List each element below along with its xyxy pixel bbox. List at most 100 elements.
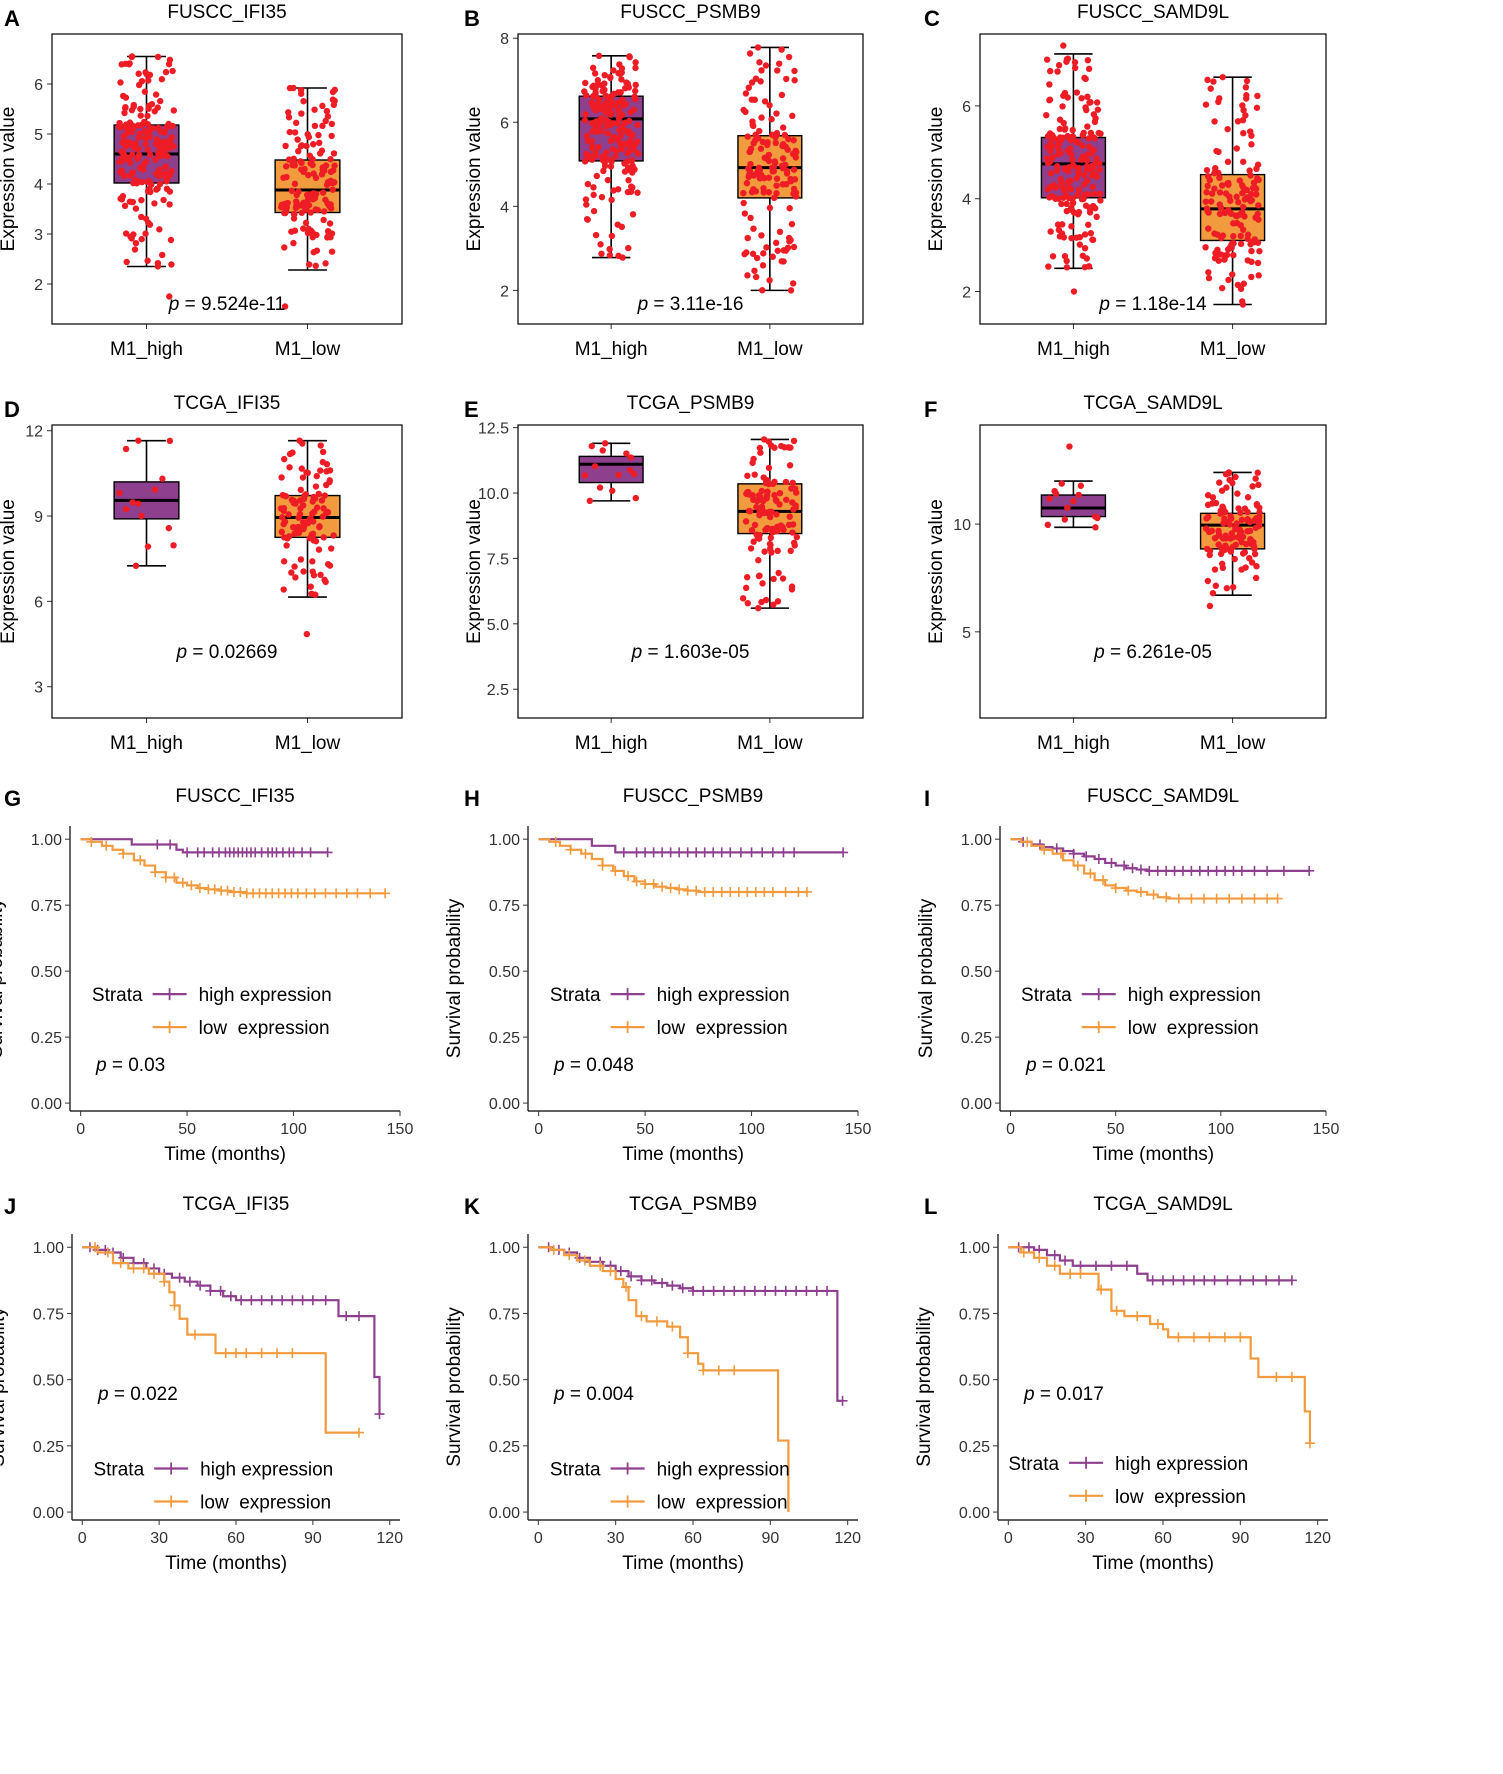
data-point — [791, 77, 798, 84]
censor-mark — [1224, 893, 1235, 904]
data-point — [1092, 115, 1099, 122]
data-point — [1053, 183, 1060, 191]
censor-mark — [118, 1252, 129, 1263]
y-tick-label: 10.0 — [478, 486, 509, 503]
censor-mark — [102, 1247, 113, 1258]
data-point — [621, 160, 628, 167]
data-point — [608, 158, 615, 165]
censor-mark — [307, 1295, 318, 1306]
data-point — [1046, 495, 1053, 502]
data-point — [1081, 231, 1089, 238]
data-point — [283, 542, 290, 549]
data-point — [1055, 142, 1062, 149]
chart-panel-i: I FUSCC_SAMD9L 0.00 0.25 0.50 0.75 1.00 0 50 100 1… — [916, 786, 1339, 1165]
censor-mark — [149, 1268, 159, 1279]
data-point — [331, 162, 338, 169]
data-point — [752, 170, 759, 178]
censor-mark — [1081, 851, 1092, 862]
data-point — [128, 53, 135, 61]
y-tick-label: 2 — [962, 285, 971, 302]
data-point — [786, 462, 794, 469]
data-point — [1044, 143, 1051, 151]
data-point — [787, 178, 795, 185]
censor-mark — [86, 836, 97, 847]
data-point — [122, 94, 130, 101]
censor-mark — [222, 885, 233, 896]
censor-mark — [1148, 889, 1159, 900]
data-point — [1240, 280, 1248, 287]
data-point — [286, 464, 293, 471]
data-point — [761, 548, 768, 555]
data-point — [317, 571, 324, 579]
legend-entry: high expression — [1128, 985, 1261, 1006]
data-point — [779, 155, 787, 162]
chart-panel-b: B FUSCC_PSMB9 Expression value 2 4 6 8 M1_high M… — [464, 2, 864, 360]
data-point — [322, 260, 329, 267]
data-point — [281, 303, 289, 310]
data-point — [1239, 116, 1247, 124]
data-point — [744, 472, 751, 479]
data-point — [309, 558, 316, 565]
data-point — [756, 444, 764, 452]
data-point — [750, 186, 757, 193]
data-point — [152, 156, 159, 164]
censor-mark — [767, 847, 778, 858]
survival-curve-low — [80, 836, 391, 899]
data-point — [118, 167, 125, 174]
p-value: p = 0.02669 — [176, 642, 278, 663]
censor-mark — [169, 1300, 180, 1311]
data-point — [1058, 480, 1065, 487]
data-point — [1242, 564, 1249, 571]
data-point — [1097, 197, 1104, 204]
data-point — [1224, 125, 1231, 133]
data-point — [122, 505, 130, 513]
data-point — [755, 572, 763, 580]
data-point — [581, 472, 589, 479]
data-point — [619, 145, 626, 153]
censor-mark — [1186, 865, 1197, 876]
data-point — [1082, 75, 1089, 83]
x-tick-label: 150 — [387, 1121, 414, 1138]
data-point — [616, 61, 623, 68]
censor-mark — [320, 1295, 331, 1306]
censor-mark — [789, 847, 800, 858]
data-point — [1095, 129, 1102, 137]
data-point — [1256, 504, 1263, 511]
data-point — [1092, 205, 1099, 212]
y-tick-label: 9 — [34, 509, 43, 526]
data-point — [740, 106, 747, 114]
data-point — [752, 131, 759, 139]
censor-mark — [1169, 865, 1180, 876]
data-point — [1075, 186, 1083, 193]
data-point — [1217, 204, 1225, 211]
censor-mark — [729, 1285, 740, 1296]
data-point — [152, 91, 160, 98]
censor-mark — [150, 867, 161, 878]
data-point — [1068, 151, 1075, 158]
data-point — [138, 178, 146, 186]
data-point — [1055, 195, 1062, 202]
censor-mark — [749, 1285, 760, 1296]
data-point — [166, 293, 173, 300]
data-point — [1066, 443, 1073, 450]
p-value: p = 9.524e-11 — [168, 294, 285, 315]
censor-mark — [1034, 839, 1045, 850]
x-tick-label: M1_low — [1200, 339, 1266, 360]
data-point — [316, 523, 323, 530]
data-point — [771, 444, 778, 451]
data-point — [137, 112, 144, 119]
data-point — [1226, 521, 1233, 528]
data-point — [135, 81, 143, 89]
data-point — [754, 44, 762, 51]
data-point — [591, 125, 599, 133]
censor-mark — [550, 836, 561, 847]
data-point — [1242, 112, 1249, 119]
y-tick-label: 0.50 — [31, 964, 62, 981]
data-point — [319, 448, 327, 456]
data-point — [749, 492, 756, 499]
box-m1-high — [1040, 443, 1107, 531]
data-point — [604, 176, 612, 184]
box-m1-high — [578, 440, 644, 505]
data-point — [1081, 171, 1088, 179]
data-point — [1069, 156, 1076, 164]
